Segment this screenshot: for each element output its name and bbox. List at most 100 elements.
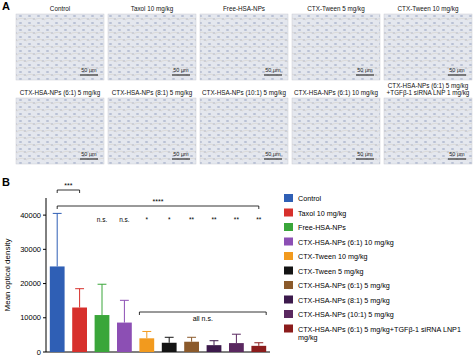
error-bar [232, 334, 241, 343]
comparison-label: *** [64, 182, 72, 189]
micrograph: CTX-HSA-NPs (6:1) 10 mg/kg50 μm [292, 89, 380, 164]
bar [207, 345, 222, 352]
legend-swatch [284, 310, 293, 318]
legend-label: CTX-Tween 10 mg/kg [298, 252, 368, 261]
error-bar [142, 331, 151, 338]
significance-label: * [146, 216, 149, 223]
image [384, 14, 472, 80]
legend-label: CTX-HSA-NPs (6:1) 5 mg/kg+TGFβ-1 siRNA L… [298, 325, 461, 343]
image-title: CTX-Tween 10 mg/kg [398, 5, 459, 13]
image [200, 98, 288, 164]
scale-bar-label: 50 μm [449, 67, 465, 73]
legend-label: Free-HSA-NPs [298, 223, 346, 232]
legend-line: Control [298, 194, 322, 203]
scale-bar [356, 74, 374, 75]
legend-swatch [284, 296, 293, 304]
significance-label: ** [189, 216, 195, 223]
image [108, 14, 196, 80]
scale-bar-label: 50 μm [449, 151, 465, 157]
bar [251, 346, 266, 352]
significance-label: n.s. [119, 216, 130, 223]
scale-bar [172, 158, 190, 159]
legend-swatch [284, 238, 293, 246]
legend-line: mg/kg [298, 333, 318, 342]
micrograph: Control50 μm [16, 5, 104, 80]
error-bar [187, 337, 196, 341]
image [292, 98, 380, 164]
error-bar [53, 213, 62, 266]
comparison-bracket: **** [57, 198, 259, 209]
legend-swatch [284, 252, 293, 260]
scale-bar [80, 158, 98, 159]
legend-label: CTX-HSA-NPs (10:1) 5 mg/kg [298, 310, 394, 319]
scale-bar-label: 50 μm [81, 151, 97, 157]
bar [117, 323, 132, 352]
error-cap [232, 334, 241, 335]
scale-bar-label: 50 μm [265, 151, 281, 157]
legend: Control Taxol 10 mg/kg Free-HSA-NPs CTX-HSA… [284, 194, 461, 342]
y-tick [43, 317, 46, 318]
significance-label: ** [256, 216, 262, 223]
legend-line: CTX-HSA-NPs (6:1) 10 mg/kg [298, 238, 394, 247]
y-tick [43, 215, 46, 216]
comparison-label: **** [153, 198, 164, 205]
image [16, 98, 104, 164]
comparison-bracket: all n.s. [139, 312, 266, 322]
legend-line: CTX-Tween 10 mg/kg [298, 252, 368, 261]
image [16, 14, 104, 80]
image-title: CTX-HSA-NPs (6:1) 5 mg/kg [20, 89, 101, 97]
image [200, 14, 288, 80]
legend-swatch [284, 194, 293, 202]
error-bar [210, 341, 219, 345]
error-stem [191, 337, 192, 341]
y-tick-label: 40000 [20, 211, 41, 220]
scale-bar-label: 50 μm [357, 151, 373, 157]
significance-label: n.s. [97, 216, 108, 223]
error-bar [165, 337, 174, 342]
legend-line: Free-HSA-NPs [298, 223, 346, 232]
error-bar [120, 300, 129, 322]
legend-line: CTX-HSA-NPs (10:1) 5 mg/kg [298, 310, 394, 319]
legend-swatch [284, 209, 293, 217]
error-cap [53, 213, 62, 214]
image-title: +TGFβ-1 siRNA LNP 1 mg/kg [387, 89, 470, 97]
significance-label: ** [211, 216, 217, 223]
significance-label: * [168, 216, 171, 223]
error-bar [254, 343, 263, 346]
comparison-label: all n.s. [193, 315, 213, 322]
scale-bar-label: 50 μm [81, 67, 97, 73]
micrograph: CTX-HSA-NPs (6:1) 5 mg/kg 50 μm [16, 89, 104, 164]
legend-label: Control [298, 194, 322, 203]
bar [50, 266, 65, 352]
legend-line: Taxol 10 mg/kg [298, 209, 346, 218]
legend-label: CTX-HSA-NPs (6:1) 5 mg/kg [298, 281, 390, 290]
scale-bar [448, 74, 466, 75]
scale-bar-label: 50 μm [173, 67, 189, 73]
bar [139, 338, 154, 352]
y-tick-label: 0 [37, 348, 41, 357]
legend-line: CTX-HSA-NPs (6:1) 5 mg/kg+TGFβ-1 siRNA L… [298, 325, 461, 334]
scale-bar-label: 50 μm [173, 151, 189, 157]
error-cap [210, 340, 219, 341]
legend-label: CTX-HSA-NPs (6:1) 10 mg/kg [298, 238, 394, 247]
error-cap [142, 331, 151, 332]
legend-swatch [284, 325, 293, 333]
error-stem [57, 213, 58, 266]
bar [72, 308, 87, 352]
plot-marks [50, 213, 266, 352]
comparison-bracket: *** [57, 182, 79, 193]
legend-label: CTX-HSA-NPs (8:1) 5 mg/kg [298, 296, 390, 305]
error-cap [98, 284, 107, 285]
image [108, 98, 196, 164]
error-cap [254, 342, 263, 343]
significance-label: ** [234, 216, 240, 223]
panel-label: B [2, 176, 10, 188]
y-tick [43, 352, 46, 353]
error-bar [75, 289, 84, 308]
y-axis-label: Mean optical density [3, 239, 12, 312]
micrograph: Taxol 10 mg/kg50 μm [108, 5, 196, 80]
error-stem [236, 334, 237, 343]
image-title: CTX-HSA-NPs (10:1) 5 mg/kg [202, 89, 286, 97]
error-bar [98, 284, 107, 315]
y-axis [46, 198, 47, 352]
